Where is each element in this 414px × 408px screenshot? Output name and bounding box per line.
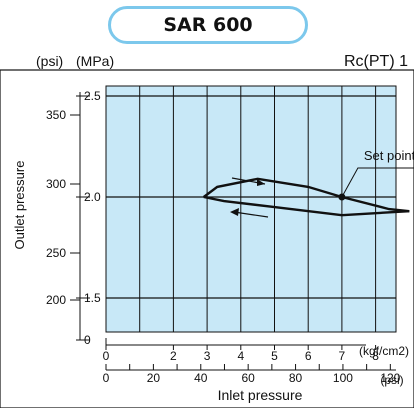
x-tick-label-psi: 60: [241, 371, 255, 385]
arrow-increasing-head: [257, 179, 265, 186]
x-tick-label-kgf: 7: [339, 349, 346, 363]
x-tick-label-psi: 40: [194, 371, 208, 385]
x-tick-label-kgf: 6: [305, 349, 312, 363]
x-tick-label-psi: 80: [289, 371, 303, 385]
y-tick-label-mpa: 1.5: [84, 291, 101, 305]
set-point-leader: [341, 167, 414, 198]
y-axis-title: Outlet pressure: [12, 161, 27, 250]
plot-background: [105, 85, 397, 333]
series-line-2: [203, 195, 410, 217]
x-tick-label-kgf: 2: [170, 349, 177, 363]
arrow-decreasing-line: [233, 211, 269, 218]
set-point-label: Set point: [364, 148, 414, 163]
x-tick-label-psi: 0: [103, 371, 110, 385]
x-axis-title: Inlet pressure: [218, 387, 303, 403]
x-tick-label-psi: 20: [147, 371, 161, 385]
y-tick-label-psi: 200: [46, 293, 66, 307]
x-tick-label-psi: 100: [333, 371, 353, 385]
x-tick-label-kgf: 5: [271, 349, 278, 363]
port-size-label: Rc(PT) 1: [344, 53, 408, 70]
y-tick-label-psi: 250: [46, 246, 66, 260]
y-unit-psi-label: (psi): [36, 53, 63, 69]
chart-title: SAR 600: [108, 6, 308, 44]
x-unit-kgf-label: (kgf/cm2): [359, 344, 409, 358]
arrow-decreasing-head: [230, 208, 239, 216]
x-tick-label-psi: 120: [380, 371, 400, 385]
x-unit-psi-label: (psi): [380, 373, 403, 387]
y-tick-label-psi: 350: [46, 108, 66, 122]
y-tick-label-mpa: 2.5: [84, 89, 101, 103]
y-unit-mpa-label: (MPa): [76, 53, 114, 69]
x-tick-label-kgf: 4: [237, 349, 244, 363]
y-tick-label-psi: 300: [46, 177, 66, 191]
y-tick-label-mpa: 0: [84, 333, 91, 347]
x-tick-label-kgf: 3: [204, 349, 211, 363]
y-tick-label-mpa: 2.0: [84, 190, 101, 204]
x-tick-label-kgf: 0: [103, 349, 110, 363]
x-tick-label-kgf: 8: [372, 349, 379, 363]
series-line-1: [203, 177, 410, 213]
